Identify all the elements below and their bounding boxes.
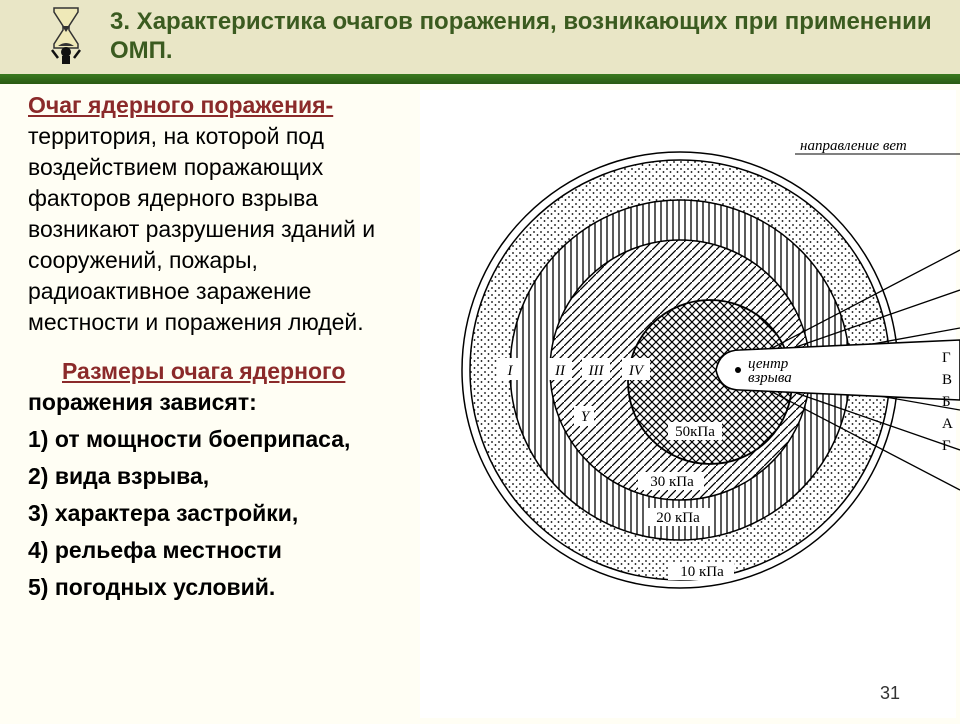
zone-label-1: I [507, 363, 514, 379]
fan-letter: Г [942, 438, 951, 454]
list-item: 1) от мощности боеприпаса, [28, 424, 410, 455]
list-item: 2) вида взрыва, [28, 461, 410, 492]
fan-letter: В [942, 372, 952, 388]
list-item: 3) характера застройки, [28, 498, 410, 529]
text-column: Очаг ядерного поражения- территория, на … [0, 84, 420, 724]
fan-letter: Г [942, 350, 951, 366]
zone-label-4: IV [628, 363, 645, 379]
diagram-column: центр взрыва I II III IV Y 50кПа 30 кПа [420, 90, 956, 718]
blast-zone-diagram: центр взрыва I II III IV Y 50кПа 30 кПа [420, 90, 960, 650]
slide-header: 3. Характеристика очагов поражения, возн… [0, 0, 960, 74]
zone-label-3: III [588, 363, 605, 379]
center-label-2: взрыва [748, 370, 792, 386]
pressure-20: 20 кПа [656, 510, 700, 526]
pressure-10: 10 кПа [680, 564, 724, 580]
slide-body: Очаг ядерного поражения- территория, на … [0, 84, 960, 724]
subheading-line2: поражения зависят: [28, 389, 257, 415]
fan-letter: А [942, 416, 953, 432]
definition-paragraph: Очаг ядерного поражения- территория, на … [28, 90, 410, 338]
fan-letter: Б [942, 394, 951, 410]
subheading-line1: Размеры очага ядерного [62, 356, 345, 387]
list-item: 4) рельефа местности [28, 535, 410, 566]
divider-bar [0, 74, 960, 84]
pressure-30: 30 кПа [650, 474, 694, 490]
subheading-block: Размеры очага ядерного поражения зависят… [28, 346, 410, 418]
wind-direction-label: направление вет [800, 138, 907, 154]
definition-text: территория, на которой под воздействием … [28, 123, 375, 335]
hourglass-person-icon [40, 6, 92, 66]
slide-title: 3. Характеристика очагов поражения, возн… [110, 8, 940, 66]
term: Очаг ядерного поражения- [28, 92, 333, 118]
zone-label-2: II [554, 363, 566, 379]
list-item: 5) погодных условий. [28, 572, 410, 603]
pressure-50: 50кПа [675, 424, 715, 440]
page-number: 31 [880, 683, 900, 704]
